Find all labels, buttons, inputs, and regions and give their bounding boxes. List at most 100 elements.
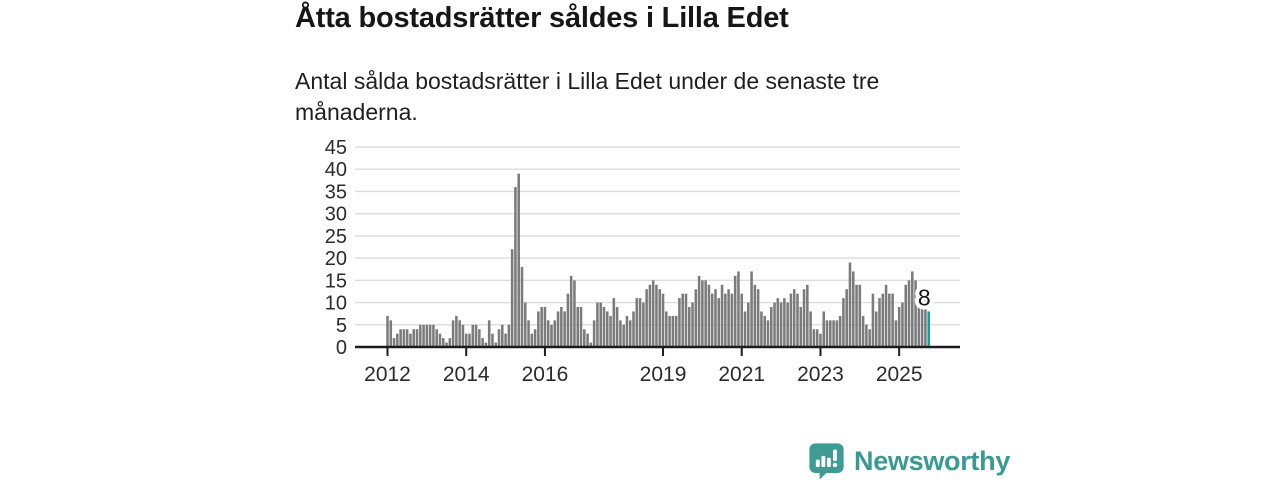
y-axis-tick-label: 15 [325,270,347,292]
bar [881,293,885,347]
bar [829,320,832,347]
bar [523,302,527,347]
bar [461,324,465,347]
y-axis-tick-label: 5 [336,315,347,337]
bar [727,289,730,347]
bar [625,315,629,347]
bar [737,271,740,347]
bar [917,289,921,347]
bar [671,315,675,347]
bar [491,333,494,347]
bar [651,280,655,347]
bar [530,333,534,347]
bar [435,329,438,347]
bar [697,275,701,347]
bar [684,293,688,347]
bar [753,284,757,347]
bar [871,293,875,347]
y-axis-tick-label: 30 [325,204,347,226]
newsworthy-speech-bubble-icon [809,443,844,480]
bar [586,333,589,347]
bar [451,320,455,347]
bar [619,320,622,347]
logo-bar-3 [826,457,831,468]
bar [599,302,602,347]
bar [743,311,747,347]
bar [520,267,524,347]
bar [766,320,770,347]
bar [812,329,816,347]
bar [576,307,580,347]
bar [911,271,914,347]
bar [888,293,891,347]
logo-bar-1 [815,459,820,468]
bar [455,315,458,347]
bar [894,320,898,347]
bar [730,293,734,347]
bar [868,329,871,347]
bar [855,284,858,347]
bar [458,320,461,347]
bar [628,320,632,347]
bar [448,338,452,347]
bar [763,315,766,347]
bar [878,298,881,347]
bar [569,275,573,347]
bar [655,284,658,347]
logo-exclamation-dot [832,462,838,468]
bar [806,284,809,347]
bar [494,342,498,347]
bar [891,293,894,347]
bar [563,311,566,347]
bar [428,324,432,347]
bar [704,280,707,347]
bar [632,311,635,347]
bar [560,307,563,347]
bar [510,249,514,347]
bar [838,315,842,347]
bar [507,324,511,347]
x-axis-tick-label: 2023 [797,363,844,386]
bar [392,338,396,347]
bar [615,307,619,347]
bar [733,275,737,347]
bar [540,307,543,347]
bar [478,329,481,347]
bar [740,293,744,347]
bar [720,284,724,347]
y-axis-tick-label: 40 [325,159,347,181]
bar [409,333,412,347]
speech-bubble-shape [809,443,844,480]
bar [537,311,540,347]
bar [717,298,721,347]
bar [445,342,448,347]
bar [635,298,639,347]
bar [389,320,393,347]
bar [546,320,550,347]
bar [412,329,416,347]
bar [481,338,484,347]
bar [605,311,609,347]
x-axis-tick-label: 2014 [443,363,490,386]
bar [786,302,789,347]
bar [468,333,471,347]
bar [845,289,848,347]
x-axis-tick-label: 2016 [522,363,569,386]
chart-title: Åtta bostadsrätter såldes i Lilla Edet [295,2,789,34]
chart-subtitle: Antal sålda bostadsrätter i Lilla Edet u… [295,68,880,125]
bar [874,311,878,347]
logo-exclamation-stroke [832,449,838,461]
bar [422,324,425,347]
bar [773,302,776,347]
bar [701,280,704,347]
bar [386,315,389,347]
bar [832,320,835,347]
bar [724,293,727,347]
bar [825,320,829,347]
bar [550,324,553,347]
bar [405,329,409,347]
bar [514,187,517,347]
bar [848,262,852,347]
bar [645,289,648,347]
bar [602,307,606,347]
